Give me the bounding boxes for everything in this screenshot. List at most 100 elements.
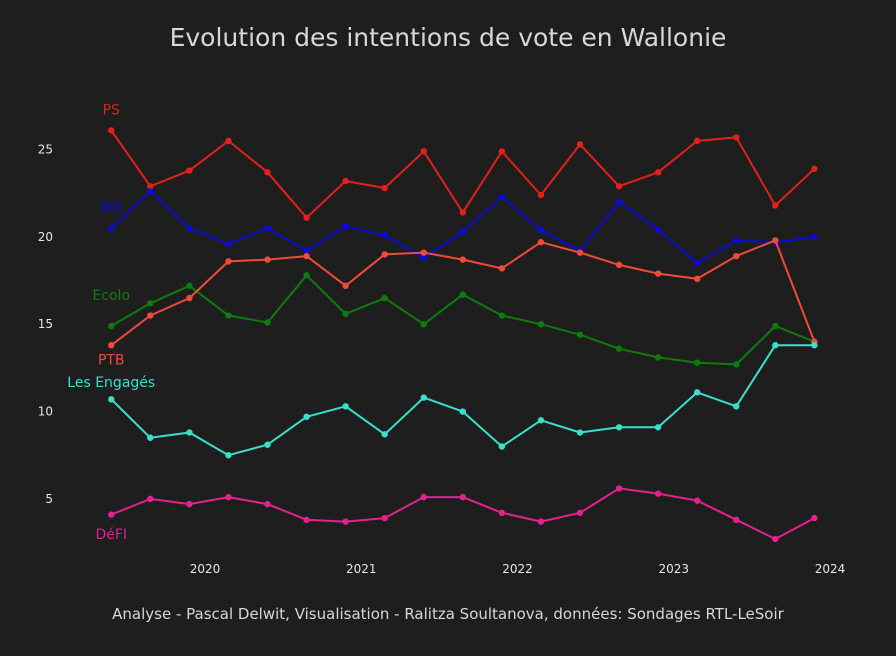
data-point-ecolo xyxy=(303,272,310,279)
data-point-les-engages xyxy=(459,408,467,415)
data-point-defi xyxy=(225,493,232,501)
data-point-ps xyxy=(576,141,584,148)
data-point-ecolo xyxy=(498,312,506,319)
data-point-ps xyxy=(147,183,154,190)
data-point-defi xyxy=(654,490,662,497)
y-tick-label: 5 xyxy=(45,492,53,506)
data-point-les-engages xyxy=(615,424,623,431)
y-tick-label: 25 xyxy=(38,143,53,157)
data-point-les-engages xyxy=(186,429,193,436)
data-point-les-engages xyxy=(693,389,701,396)
data-point-mr xyxy=(147,188,154,195)
data-point-defi xyxy=(264,500,271,508)
data-point-mr xyxy=(225,240,232,248)
data-point-ptb xyxy=(342,282,349,290)
data-point-les-engages xyxy=(342,403,349,410)
series-label-ps: PS xyxy=(103,103,120,119)
chart-title: Evolution des intentions de vote en Wall… xyxy=(170,23,727,52)
data-point-ecolo xyxy=(733,361,740,368)
data-point-mr xyxy=(693,259,701,267)
series-ecolo xyxy=(108,272,818,368)
data-point-ptb xyxy=(186,294,193,302)
data-point-defi xyxy=(342,518,349,525)
data-point-ps xyxy=(459,209,467,216)
series-label-ptb: PTB xyxy=(98,352,125,368)
data-point-mr xyxy=(811,233,818,241)
data-point-les-engages xyxy=(654,424,662,431)
data-point-les-engages xyxy=(811,342,818,349)
data-point-mr xyxy=(186,224,193,232)
x-tick-label: 2024 xyxy=(815,562,846,576)
data-point-les-engages xyxy=(381,431,388,438)
data-point-ps xyxy=(733,134,740,141)
data-point-ptb xyxy=(498,265,506,272)
data-point-ptb xyxy=(147,312,154,319)
data-point-defi xyxy=(498,509,506,517)
series-label-les-engages: Les Engagés xyxy=(67,375,155,391)
data-point-ptb xyxy=(733,252,740,260)
data-point-les-engages xyxy=(537,417,545,424)
data-point-ptb xyxy=(381,251,388,258)
data-point-ecolo xyxy=(108,322,115,330)
data-point-ecolo xyxy=(654,354,662,361)
data-point-mr xyxy=(733,237,740,244)
data-point-les-engages xyxy=(420,394,427,401)
data-point-mr xyxy=(420,254,427,262)
series-line-mr xyxy=(110,190,815,265)
series-ptb xyxy=(108,237,818,349)
data-point-les-engages xyxy=(772,342,779,349)
data-point-ecolo xyxy=(693,359,701,366)
data-point-ecolo xyxy=(147,300,154,307)
data-point-ecolo xyxy=(225,312,232,319)
data-point-mr xyxy=(303,247,310,255)
data-point-mr xyxy=(381,231,388,239)
chart-caption: Analyse - Pascal Delwit, Visualisation -… xyxy=(112,605,785,623)
data-point-ps xyxy=(381,184,388,192)
data-point-defi xyxy=(186,500,193,508)
data-point-ptb xyxy=(108,342,115,349)
data-point-ecolo xyxy=(772,322,779,330)
series-label-mr: MR xyxy=(100,200,122,216)
data-point-mr xyxy=(537,226,545,234)
series-defi xyxy=(108,485,818,543)
data-point-mr xyxy=(108,224,115,232)
data-point-ps xyxy=(811,165,818,173)
data-point-defi xyxy=(772,535,779,543)
data-point-mr xyxy=(264,224,271,232)
data-point-defi xyxy=(811,514,818,522)
x-tick-label: 2022 xyxy=(502,562,533,576)
data-point-les-engages xyxy=(576,429,584,436)
data-point-les-engages xyxy=(498,443,506,450)
data-point-ptb xyxy=(654,270,662,277)
data-point-ecolo xyxy=(186,282,193,290)
series-label-defi: DéFI xyxy=(95,527,127,543)
data-point-ps xyxy=(615,183,623,190)
data-point-ps xyxy=(108,127,115,134)
data-point-les-engages xyxy=(147,434,154,441)
y-axis: 5 10 15 20 25 xyxy=(38,143,53,506)
data-point-ecolo xyxy=(381,294,388,302)
data-point-ps xyxy=(420,148,427,155)
data-point-ps xyxy=(225,137,232,145)
y-tick-label: 15 xyxy=(38,317,53,331)
data-point-ecolo xyxy=(459,291,467,298)
data-point-ecolo xyxy=(342,310,349,317)
y-tick-label: 20 xyxy=(38,230,53,244)
data-point-ps xyxy=(537,191,545,199)
data-point-defi xyxy=(693,497,701,504)
data-point-mr xyxy=(498,193,506,200)
data-point-ptb xyxy=(225,258,232,265)
data-point-ps xyxy=(772,202,779,209)
series-line-ps xyxy=(110,129,816,219)
data-point-ps xyxy=(693,137,701,145)
y-tick-label: 10 xyxy=(38,405,53,419)
data-point-ptb xyxy=(576,249,584,256)
data-point-mr xyxy=(459,228,467,235)
data-point-defi xyxy=(108,511,115,518)
data-point-defi xyxy=(420,493,427,501)
x-axis: 2020 2021 2022 2023 2024 xyxy=(190,562,846,576)
data-point-ps xyxy=(654,169,662,176)
data-point-ptb xyxy=(537,238,545,246)
data-point-ecolo xyxy=(264,319,271,326)
